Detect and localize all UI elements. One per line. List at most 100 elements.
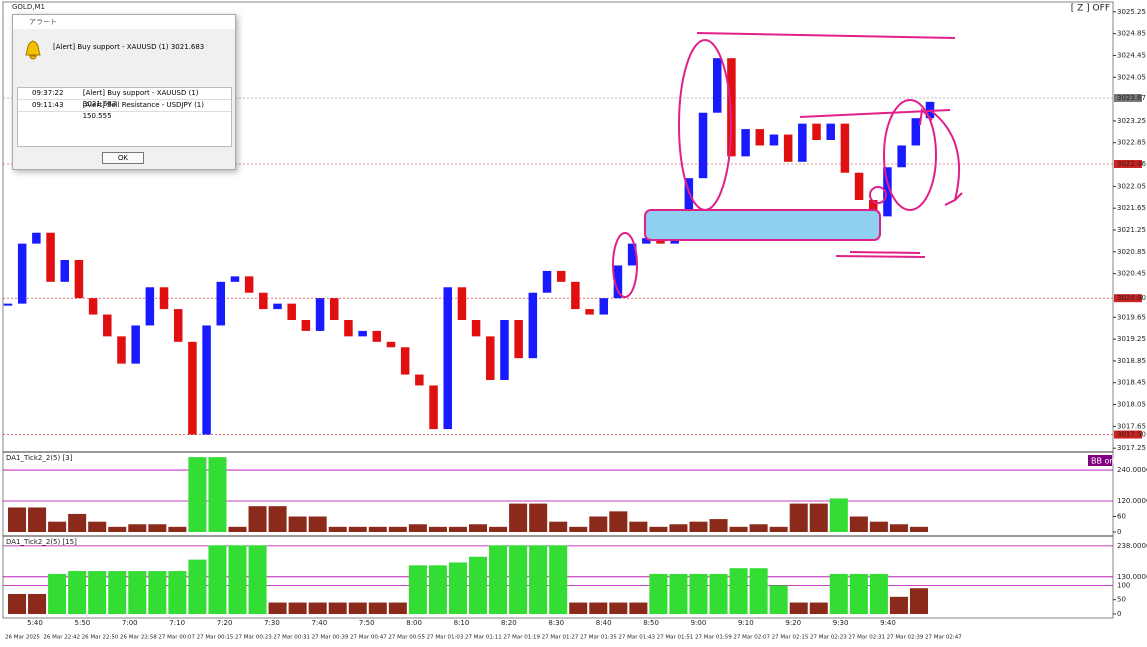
price-label: 3017.50 [1117,431,1146,439]
histogram-bar [789,602,808,614]
histogram-bar [549,521,568,532]
histogram-bar [228,545,247,614]
candle-body [117,336,126,364]
histogram-bar [148,571,167,614]
histogram-bar [288,516,307,532]
arrow [929,109,963,206]
histogram-bar [48,573,67,614]
date-label: 26 Mar 22:58 [120,635,157,641]
date-label: 27 Mar 00:47 [350,635,387,641]
candle-body [202,325,211,435]
histogram-bar [248,545,267,614]
candle-body [755,129,765,146]
candle-body [230,276,240,282]
circle [883,99,937,211]
candle-body [599,298,609,315]
badge-bg [1088,455,1112,466]
x-tick-label: 7:50 [359,619,375,627]
alert-row[interactable]: 09:11:43 [Alert] Sell Resistance - USDJPY… [18,100,231,120]
candle-body [712,58,722,113]
x-tick-label: 7:20 [217,619,233,627]
histogram-bar [809,602,828,614]
alert-text: [Alert] Sell Resistance - USDJPY (1) 150… [82,101,204,120]
histogram-bar [829,498,848,532]
support-zone [644,209,881,241]
candle-body [3,303,13,306]
date-label: 27 Mar 01:35 [580,635,617,641]
price-label-bg [1114,160,1142,168]
histogram-bar [188,457,207,532]
histogram-bar [729,568,748,614]
date-label: 27 Mar 01:27 [542,635,579,641]
candle-body [883,167,892,217]
y-tick-label: 3020.85 [1117,248,1146,256]
candle-body [613,265,623,299]
histogram-bar [749,568,768,614]
candle-body [812,123,821,140]
candle-body [173,309,183,342]
histogram-bar [569,602,588,614]
candle-body [244,276,254,293]
price-label: 3023.67 [1117,94,1146,102]
x-tick-label: 9:40 [880,619,896,627]
histogram-bar [789,503,808,532]
x-tick-label: 8:00 [406,619,422,627]
candle-body [897,145,906,168]
candle-body [528,292,538,359]
candle-body [556,270,566,282]
histogram-bar [8,593,27,614]
date-label: 27 Mar 02:39 [887,635,924,641]
ok-button[interactable]: OK [102,152,144,164]
y-tick-label: 3023.25 [1117,117,1146,125]
candle-body [741,129,750,157]
histogram-bar [729,526,748,532]
y-tick-label: 120.0000 [1117,497,1147,505]
histogram-bar [529,503,548,532]
candle-body [32,232,41,244]
candle-body [854,172,864,200]
candle-body [273,303,282,310]
histogram-bar [348,602,367,614]
candle-body [46,232,55,282]
date-label: 27 Mar 02:47 [925,635,962,641]
histogram-bar [208,457,227,532]
histogram-bar [629,521,648,532]
circle [678,39,732,211]
candle-body [145,287,155,326]
histogram-bar [829,573,848,614]
x-tick-label: 9:30 [833,619,849,627]
candle-body [627,243,637,266]
candle-body [400,347,410,375]
candle-body [486,336,495,380]
y-tick-label: 3020.45 [1117,270,1146,278]
candle-body [372,330,382,342]
histogram-bar [48,521,67,532]
y-tick-label: 130.0000 [1117,573,1147,581]
price-label-bg [1114,294,1142,303]
histogram-bar [228,526,247,532]
candle-body [159,287,169,310]
candle-body [457,287,467,320]
histogram-bar [669,573,688,614]
candle-body [259,292,268,310]
y-tick-label: 0 [1117,528,1121,536]
candle-body [769,134,779,146]
alert-row[interactable]: 09:37:22 [Alert] Buy support - XAUUSD (1)… [18,88,231,108]
candle-body [911,118,921,146]
y-tick-label: 50 [1117,596,1126,604]
candle-body [287,303,296,320]
y-tick-label: 3017.25 [1117,444,1146,452]
x-tick-label: 8:40 [596,619,612,627]
histogram-bar [428,526,447,532]
price-label-bg [1114,94,1142,102]
circle [869,186,887,204]
histogram-bar [328,602,347,614]
histogram-bar [629,602,648,614]
histogram-bar [168,526,187,532]
y-tick-label: 3018.05 [1117,401,1146,409]
candle-body [344,320,353,337]
date-label: 27 Mar 01:11 [465,635,502,641]
candle-body [869,200,878,217]
histogram-bar [589,516,608,532]
